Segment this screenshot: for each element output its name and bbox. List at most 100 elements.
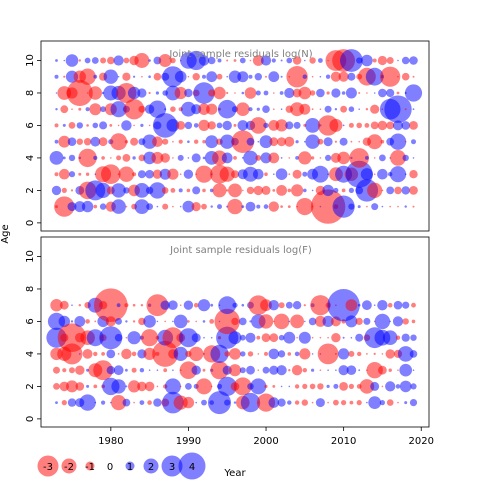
residual-bubble [258, 314, 274, 329]
residual-bubble [231, 170, 239, 179]
residual-bubble [396, 91, 400, 95]
residual-bubble [348, 122, 354, 128]
residual-bubble [366, 362, 383, 379]
residual-bubble [363, 317, 371, 325]
residual-bubble [340, 105, 347, 113]
panel-log-n-bubbles [49, 49, 423, 224]
residual-bubble [125, 368, 128, 372]
residual-bubble [54, 172, 59, 177]
residual-bubble [202, 188, 206, 193]
residual-bubble [325, 154, 332, 161]
residual-bubble [338, 365, 349, 376]
residual-bubble [191, 333, 201, 343]
residual-bubble [377, 168, 388, 180]
residual-bubble [55, 92, 58, 94]
residual-bubble [191, 104, 202, 115]
residual-bubble [311, 336, 314, 339]
residual-bubble [385, 381, 396, 392]
residual-bubble [153, 398, 162, 407]
residual-bubble [106, 366, 116, 375]
residual-bubble [186, 50, 206, 71]
residual-bubble [284, 87, 295, 99]
residual-bubble [348, 350, 355, 357]
residual-bubble [365, 156, 369, 160]
residual-bubble [195, 165, 213, 183]
residual-bubble [311, 353, 314, 355]
residual-bubble [290, 314, 304, 329]
panel-log-f-y-axis: 0 2 4 6 8 10 [25, 250, 41, 422]
residual-bubble [228, 183, 242, 198]
residual-bubble [357, 205, 361, 209]
residual-bubble [79, 394, 96, 411]
residual-bubble [404, 173, 407, 175]
residual-bubble [158, 54, 172, 67]
residual-bubble [118, 166, 135, 182]
residual-bubble [291, 184, 304, 197]
residual-bubble [248, 74, 253, 79]
residual-bubble [217, 204, 222, 210]
residual-bubble [82, 349, 93, 359]
legend-bubble [178, 452, 206, 480]
residual-bubble [198, 55, 210, 66]
residual-bubble [370, 381, 380, 391]
residual-bubble [121, 120, 132, 131]
residual-bubble [292, 56, 302, 65]
residual-bubble [149, 182, 166, 199]
residual-bubble [151, 151, 164, 164]
residual-bubble [298, 151, 312, 165]
residual-bubble [311, 368, 315, 372]
residual-bubble [378, 88, 387, 98]
residual-bubble [233, 377, 252, 396]
residual-bubble [60, 105, 69, 114]
residual-bubble [207, 56, 216, 65]
residual-bubble [78, 107, 82, 111]
residual-bubble [137, 88, 147, 98]
residual-bubble [319, 108, 322, 110]
residual-bubble [127, 86, 141, 100]
residual-bubble [241, 205, 245, 209]
residual-bubble [191, 202, 201, 212]
residual-bubble [86, 92, 89, 94]
residual-bubble [385, 349, 395, 359]
residual-bubble [83, 138, 92, 146]
residual-bubble [147, 400, 152, 405]
residual-bubble [202, 74, 206, 79]
residual-bubble [312, 165, 329, 183]
residual-bubble [153, 72, 162, 81]
residual-bubble [285, 301, 293, 309]
legend-label: -3 [43, 462, 53, 473]
y-tick-label: 4 [25, 351, 36, 357]
residual-bubble [366, 353, 368, 355]
residual-bubble [412, 157, 415, 159]
residual-bubble [100, 106, 106, 113]
residual-bubble [357, 351, 362, 357]
residual-bubble [67, 202, 77, 212]
residual-bubble [358, 92, 361, 94]
residual-bubble [249, 59, 252, 62]
residual-bubble [345, 299, 358, 312]
residual-bubble [197, 299, 211, 312]
legend-bubble [37, 455, 59, 477]
residual-bubble [350, 140, 353, 143]
residual-bubble [370, 104, 380, 114]
residual-bubble [389, 205, 392, 208]
residual-bubble [280, 205, 283, 208]
residual-bubble [220, 134, 235, 149]
residual-bubble [402, 318, 409, 325]
residual-bubble [395, 335, 401, 340]
residual-bubble [249, 117, 267, 134]
residual-bubble [132, 303, 136, 307]
residual-bubble [172, 140, 174, 143]
residual-bubble [294, 351, 300, 357]
residual-bubble [386, 186, 395, 195]
residual-bubble [179, 385, 182, 388]
residual-bubble [178, 188, 183, 193]
residual-bubble [386, 57, 394, 64]
residual-bubble [409, 170, 418, 179]
residual-bubble [273, 173, 275, 175]
residual-bubble [192, 186, 201, 195]
residual-bubble [117, 353, 120, 355]
residual-bubble [99, 203, 107, 210]
residual-bubble [125, 336, 128, 339]
residual-bubble [53, 383, 60, 390]
